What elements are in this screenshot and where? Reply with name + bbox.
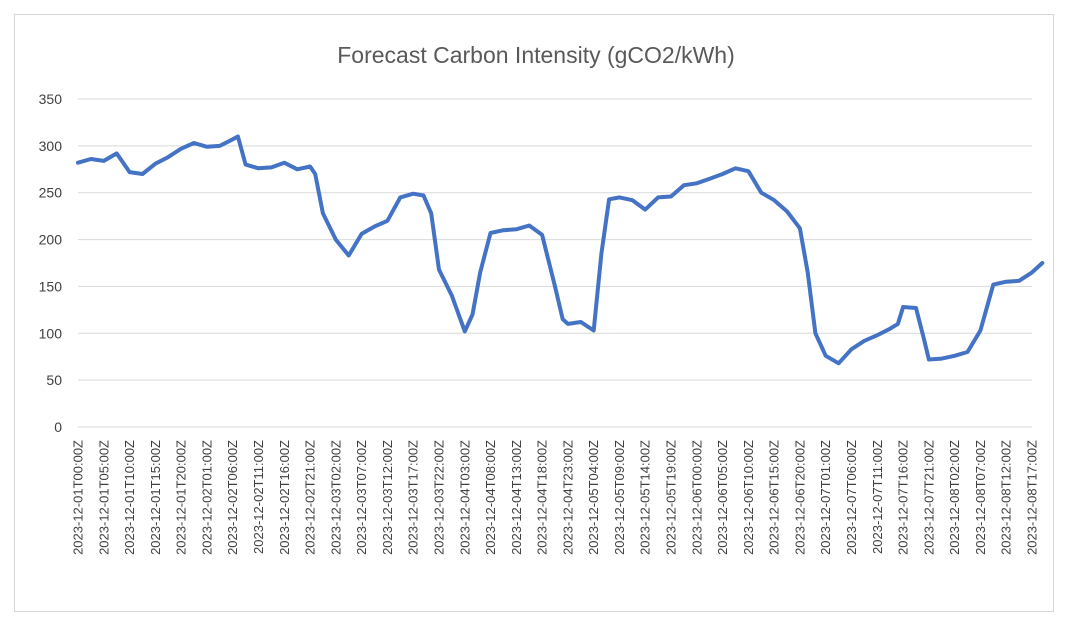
x-tick-label: 2023-12-02T16:00Z bbox=[277, 440, 292, 555]
x-tick-label: 2023-12-03T17:00Z bbox=[406, 440, 421, 555]
x-tick-label: 2023-12-03T22:00Z bbox=[431, 440, 446, 555]
x-tick-label: 2023-12-04T08:00Z bbox=[483, 440, 498, 555]
y-axis: 0 50 100 150 200 250 300 350 bbox=[39, 91, 63, 435]
chart-title: Forecast Carbon Intensity (gCO2/kWh) bbox=[337, 42, 735, 68]
chart-frame bbox=[14, 14, 1054, 612]
x-tick-label: 2023-12-01T10:00Z bbox=[122, 440, 137, 555]
x-tick-label: 2023-12-07T01:00Z bbox=[818, 440, 833, 555]
x-tick-label: 2023-12-07T21:00Z bbox=[921, 440, 936, 555]
x-tick-label: 2023-12-04T03:00Z bbox=[457, 440, 472, 555]
x-tick-label: 2023-12-04T13:00Z bbox=[509, 440, 524, 555]
x-tick-label: 2023-12-04T23:00Z bbox=[560, 440, 575, 555]
y-tick-label: 350 bbox=[39, 91, 63, 107]
x-tick-label: 2023-12-03T07:00Z bbox=[354, 440, 369, 555]
x-tick-label: 2023-12-01T05:00Z bbox=[96, 440, 111, 555]
x-tick-label: 2023-12-02T21:00Z bbox=[303, 440, 318, 555]
x-tick-label: 2023-12-02T11:00Z bbox=[251, 440, 266, 554]
x-tick-label: 2023-12-08T02:00Z bbox=[947, 440, 962, 555]
x-tick-label: 2023-12-05T14:00Z bbox=[638, 440, 653, 555]
y-tick-label: 100 bbox=[39, 325, 63, 341]
x-tick-label: 2023-12-03T12:00Z bbox=[380, 440, 395, 555]
x-tick-label: 2023-12-06T00:00Z bbox=[689, 440, 704, 555]
x-tick-label: 2023-12-06T05:00Z bbox=[715, 440, 730, 555]
x-tick-label: 2023-12-05T09:00Z bbox=[612, 440, 627, 555]
x-tick-label: 2023-12-07T16:00Z bbox=[896, 440, 911, 555]
x-tick-label: 2023-12-05T04:00Z bbox=[586, 440, 601, 555]
x-tick-label: 2023-12-01T15:00Z bbox=[148, 440, 163, 555]
x-tick-label: 2023-12-05T19:00Z bbox=[664, 440, 679, 555]
x-tick-label: 2023-12-01T00:00Z bbox=[71, 440, 86, 555]
y-tick-label: 150 bbox=[39, 278, 63, 294]
y-tick-label: 200 bbox=[39, 232, 63, 248]
x-tick-label: 2023-12-08T12:00Z bbox=[999, 440, 1014, 555]
x-tick-label: 2023-12-02T06:00Z bbox=[225, 440, 240, 555]
x-tick-label: 2023-12-06T15:00Z bbox=[767, 440, 782, 555]
x-axis: 2023-12-01T00:00Z 2023-12-01T05:00Z 2023-1… bbox=[71, 440, 1040, 555]
x-tick-label: 2023-12-08T17:00Z bbox=[1025, 440, 1040, 555]
x-tick-label: 2023-12-03T02:00Z bbox=[328, 440, 343, 555]
x-tick-label: 2023-12-08T07:00Z bbox=[973, 440, 988, 555]
y-tick-label: 50 bbox=[46, 372, 62, 388]
series-line bbox=[76, 134, 1045, 366]
x-tick-label: 2023-12-06T20:00Z bbox=[792, 440, 807, 555]
x-tick-label: 2023-12-02T01:00Z bbox=[199, 440, 214, 555]
series-lines bbox=[76, 134, 1045, 366]
x-tick-label: 2023-12-07T06:00Z bbox=[844, 440, 859, 555]
x-tick-label: 2023-12-07T11:00Z bbox=[870, 440, 885, 554]
x-tick-label: 2023-12-01T20:00Z bbox=[174, 440, 189, 555]
y-tick-label: 250 bbox=[39, 185, 63, 201]
y-tick-label: 0 bbox=[54, 419, 62, 435]
gridlines bbox=[78, 98, 1032, 428]
y-tick-label: 300 bbox=[39, 138, 63, 154]
x-tick-label: 2023-12-06T10:00Z bbox=[741, 440, 756, 555]
x-tick-label: 2023-12-04T18:00Z bbox=[535, 440, 550, 555]
